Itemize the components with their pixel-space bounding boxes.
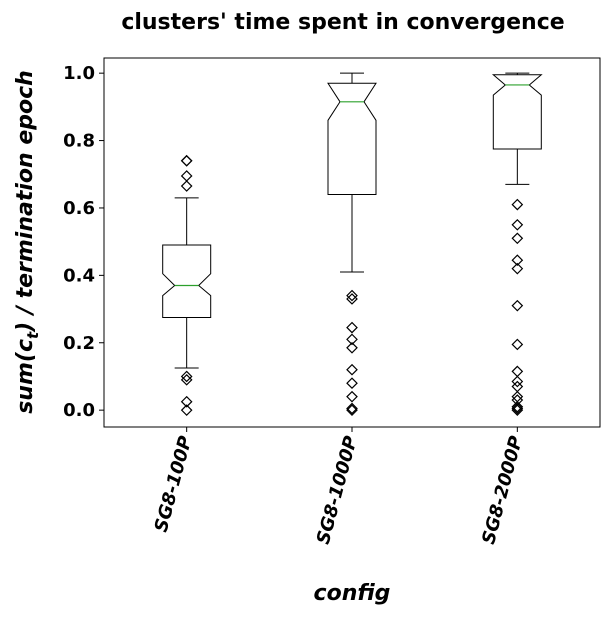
outlier-point [180,373,193,386]
outlier-point [346,321,358,334]
outlier-point [511,218,524,231]
box-body [162,244,212,318]
y-axis-label-subscript: t [24,331,42,339]
outlier-point [346,289,358,302]
chart-title: clusters' time spent in convergence [121,10,564,35]
outlier-point [511,365,524,378]
y-axis-label: sum(ct) / termination epoch [13,70,42,414]
outlier-point [511,402,524,415]
plot-area: 0.0 0.2 0.4 0.6 0.8 1.0 SG8-100P SG8-1000P SG8-2… [63,57,601,547]
outlier-point [180,370,193,383]
box-body [491,74,543,150]
y-tick-label: 1.0 [63,63,95,84]
y-tick-label: 0.0 [63,400,95,421]
outlier-point [180,154,193,167]
outlier-point [511,299,524,312]
outlier-point [511,338,524,351]
outlier-point [511,254,524,267]
x-tick-label: SG8-1000P [313,434,362,547]
outlier-point [346,363,358,376]
y-axis-label-main: sum(c [13,339,38,414]
outlier-point [346,377,358,390]
outlier-point [511,262,524,275]
box-body [327,82,377,195]
x-tick-label: SG8-100P [151,434,197,535]
outlier-point [346,341,358,354]
outlier-point [346,390,358,403]
outlier-point [180,170,193,182]
outlier-point [346,293,358,305]
outlier-point [511,400,524,413]
outlier-point [346,333,358,346]
x-tick-label: SG8-2000P [478,434,527,547]
y-tick-label: 0.8 [63,131,95,152]
outlier-point [511,198,524,211]
x-axis-label: config [314,581,391,606]
outlier-point [511,375,524,388]
outlier-point [346,404,358,416]
outlier-point [511,404,524,416]
outlier-point [180,395,193,408]
y-tick-label: 0.6 [63,198,95,219]
outlier-point [511,232,524,245]
outlier-point [346,402,358,415]
outlier-point [511,390,524,403]
outlier-point [180,180,193,192]
y-tick-label: 0.2 [63,333,95,354]
y-tick-label: 0.4 [63,265,95,286]
y-axis-label-suffix: ) / termination epoch [13,70,38,333]
outlier-point [180,154,193,167]
outlier-point [180,404,193,416]
